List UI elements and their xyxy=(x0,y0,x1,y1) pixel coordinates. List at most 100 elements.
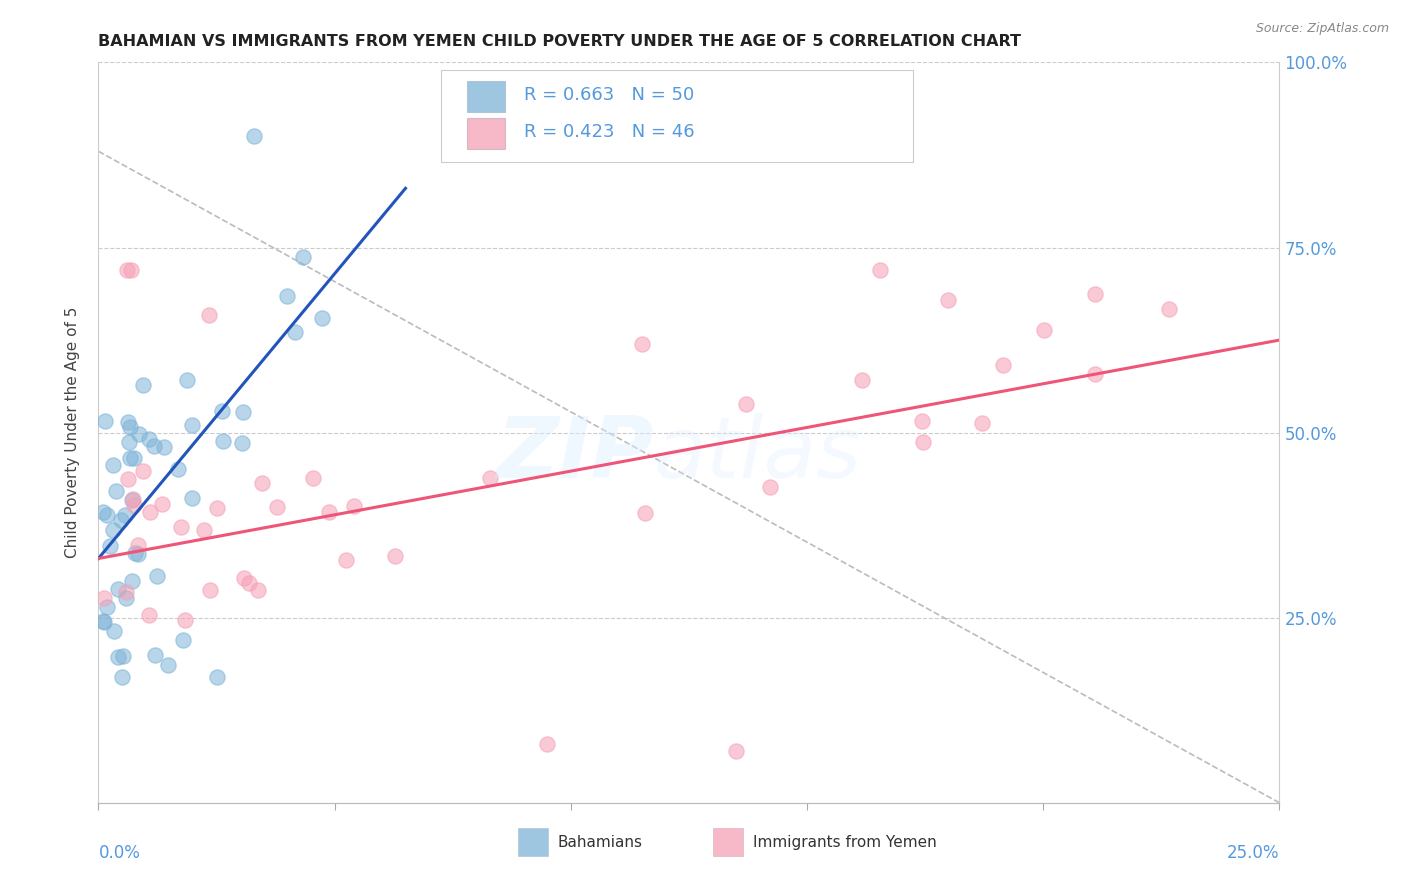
Point xyxy=(142,439,165,453)
Point xyxy=(111,670,134,684)
Point xyxy=(122,450,145,465)
Point xyxy=(232,405,254,419)
Point xyxy=(91,505,114,519)
Point xyxy=(1084,286,1107,301)
Point xyxy=(167,461,190,475)
Point xyxy=(114,585,136,599)
Point xyxy=(1033,323,1056,337)
Point xyxy=(115,262,138,277)
Point xyxy=(335,553,357,567)
Point xyxy=(630,336,652,351)
Point xyxy=(146,569,169,583)
Point xyxy=(211,434,233,448)
Point xyxy=(193,524,215,538)
Point xyxy=(725,744,748,758)
Point xyxy=(198,583,221,598)
Point xyxy=(343,499,366,513)
Point xyxy=(117,471,139,485)
Point xyxy=(139,505,162,519)
Point xyxy=(121,491,143,506)
Point xyxy=(114,508,136,523)
Point xyxy=(120,451,142,466)
Point xyxy=(127,537,149,551)
Point xyxy=(118,435,141,450)
Y-axis label: Child Poverty Under the Age of 5: Child Poverty Under the Age of 5 xyxy=(65,307,80,558)
Point xyxy=(91,614,114,628)
Text: ZIP: ZIP xyxy=(496,413,654,496)
Point xyxy=(936,293,959,307)
Point xyxy=(121,262,143,277)
Point xyxy=(150,497,173,511)
Point xyxy=(128,426,150,441)
Point xyxy=(124,546,146,560)
FancyBboxPatch shape xyxy=(713,828,744,856)
Point xyxy=(111,648,134,663)
Point xyxy=(231,436,253,450)
Point xyxy=(96,508,118,523)
Point xyxy=(132,377,155,392)
Text: Immigrants from Yemen: Immigrants from Yemen xyxy=(752,835,936,849)
Point xyxy=(246,583,269,598)
Point xyxy=(169,520,191,534)
Point xyxy=(103,458,125,472)
FancyBboxPatch shape xyxy=(467,81,505,112)
Point xyxy=(181,491,204,506)
Point xyxy=(103,624,125,639)
Point xyxy=(124,498,146,512)
Point xyxy=(93,591,115,606)
Point xyxy=(118,419,141,434)
Point xyxy=(173,613,195,627)
Point xyxy=(1084,368,1107,382)
Point xyxy=(243,129,266,144)
Text: Source: ZipAtlas.com: Source: ZipAtlas.com xyxy=(1256,22,1389,36)
Point xyxy=(284,325,307,339)
FancyBboxPatch shape xyxy=(467,118,505,149)
Point xyxy=(318,505,340,519)
Point xyxy=(911,415,934,429)
Point xyxy=(172,632,194,647)
Point xyxy=(478,471,501,485)
Point xyxy=(851,373,873,387)
Point xyxy=(911,435,934,450)
Point xyxy=(110,513,132,527)
Point xyxy=(143,648,166,662)
Point xyxy=(759,480,782,494)
Point xyxy=(250,475,273,490)
Point xyxy=(266,500,288,514)
Text: 25.0%: 25.0% xyxy=(1227,844,1279,862)
Point xyxy=(138,432,160,446)
Point xyxy=(132,464,155,478)
Point xyxy=(94,414,117,428)
Point xyxy=(181,417,204,432)
Point xyxy=(138,607,160,622)
Text: R = 0.423   N = 46: R = 0.423 N = 46 xyxy=(523,123,695,141)
Point xyxy=(869,262,891,277)
Point xyxy=(121,493,143,508)
Point xyxy=(96,599,118,614)
Point xyxy=(157,658,180,673)
FancyBboxPatch shape xyxy=(441,70,914,162)
Point xyxy=(1157,301,1180,316)
Point xyxy=(121,574,143,588)
Point xyxy=(233,571,256,585)
Point xyxy=(98,539,121,553)
Text: atlas: atlas xyxy=(654,413,862,496)
Text: 0.0%: 0.0% xyxy=(98,844,141,862)
Point xyxy=(238,575,260,590)
Point xyxy=(970,417,993,431)
Point xyxy=(211,404,233,418)
Point xyxy=(634,506,657,520)
Point xyxy=(302,471,325,485)
Text: BAHAMIAN VS IMMIGRANTS FROM YEMEN CHILD POVERTY UNDER THE AGE OF 5 CORRELATION C: BAHAMIAN VS IMMIGRANTS FROM YEMEN CHILD … xyxy=(98,34,1021,49)
Point xyxy=(735,397,758,411)
Point xyxy=(384,549,406,564)
Point xyxy=(205,500,228,515)
Point xyxy=(153,440,176,454)
Point xyxy=(117,415,139,429)
Point xyxy=(205,670,228,684)
Point xyxy=(198,308,221,322)
Point xyxy=(107,582,129,597)
Point xyxy=(107,650,129,665)
Point xyxy=(115,591,138,606)
Point xyxy=(991,358,1014,372)
